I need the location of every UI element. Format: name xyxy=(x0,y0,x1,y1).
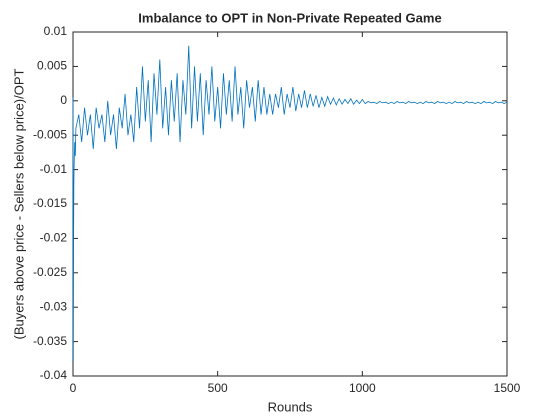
chart-title: Imbalance to OPT in Non-Private Repeated… xyxy=(138,10,441,25)
y-tick-label: -0.015 xyxy=(33,196,67,210)
y-tick-label: -0.025 xyxy=(33,265,67,279)
y-tick-label: 0.005 xyxy=(37,59,67,73)
x-tick-label: 0 xyxy=(70,381,77,395)
x-tick-label: 1500 xyxy=(494,381,521,395)
y-tick-label: -0.035 xyxy=(33,334,67,348)
x-axis-label: Rounds xyxy=(268,399,313,414)
y-tick-label: -0.04 xyxy=(40,368,68,382)
y-tick-label: 0 xyxy=(60,93,67,107)
y-tick-label: -0.01 xyxy=(40,162,68,176)
y-tick-label: -0.03 xyxy=(40,299,68,313)
x-tick-label: 500 xyxy=(208,381,228,395)
data-line xyxy=(72,45,508,363)
plot-frame xyxy=(72,31,508,377)
y-tick-label: -0.02 xyxy=(40,231,68,245)
y-axis-label: (Buyers above price - Sellers below pric… xyxy=(11,68,26,339)
x-tick-label: 1000 xyxy=(349,381,376,395)
y-tick-label: 0.01 xyxy=(44,24,68,38)
y-tick-label: -0.005 xyxy=(33,127,67,141)
